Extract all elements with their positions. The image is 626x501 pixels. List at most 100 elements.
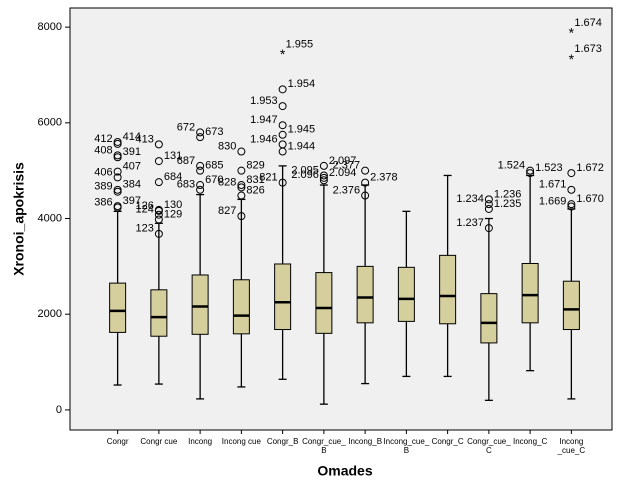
outlier-label: 2.096 bbox=[291, 169, 319, 181]
outlier bbox=[278, 147, 287, 156]
outlier bbox=[154, 205, 163, 214]
outlier bbox=[567, 169, 576, 178]
outlier bbox=[319, 171, 328, 180]
x-tick-label: Incong_cue_ B bbox=[383, 437, 429, 455]
box bbox=[521, 262, 539, 324]
x-tick-label: Incong cue bbox=[222, 437, 262, 446]
x-tick-label: Congr_cue_ B bbox=[302, 437, 346, 455]
outlier bbox=[154, 157, 163, 166]
outlier-label: 684 bbox=[164, 171, 182, 183]
outlier bbox=[237, 147, 246, 156]
outlier-label: 829 bbox=[246, 160, 264, 172]
box bbox=[274, 263, 292, 331]
outlier-label: 1.236 bbox=[494, 188, 522, 200]
outlier bbox=[154, 229, 163, 238]
outlier-label: 1.671 bbox=[539, 179, 567, 191]
outlier-label: 670 bbox=[205, 174, 223, 186]
outlier bbox=[526, 169, 535, 178]
y-tick-label: 4000 bbox=[38, 212, 62, 224]
box bbox=[480, 293, 498, 344]
outlier-label: 828 bbox=[218, 176, 236, 188]
outlier-label: 2.094 bbox=[329, 167, 357, 179]
box bbox=[315, 272, 333, 334]
outlier-label: 1.235 bbox=[494, 198, 522, 210]
outlier bbox=[567, 202, 576, 211]
outlier bbox=[196, 128, 205, 137]
outlier-label: 124 bbox=[136, 204, 154, 216]
y-tick-label: 2000 bbox=[38, 308, 62, 320]
y-axis-title: Xronoi_apokrisis bbox=[11, 162, 27, 276]
outlier-label: 389 bbox=[94, 181, 112, 193]
outlier-label: 1.954 bbox=[288, 78, 316, 90]
outlier-label: 1.672 bbox=[576, 162, 604, 174]
outlier-label: 685 bbox=[205, 160, 223, 172]
outlier bbox=[237, 212, 246, 221]
y-tick-label: 0 bbox=[56, 404, 62, 416]
outlier-label: 406 bbox=[94, 166, 112, 178]
box bbox=[191, 274, 209, 335]
x-tick-label: Incong_B bbox=[348, 437, 382, 446]
outlier bbox=[319, 161, 328, 170]
outlier-label: 131 bbox=[164, 150, 182, 162]
outlier-label: 827 bbox=[218, 205, 236, 217]
outlier bbox=[484, 200, 493, 209]
outlier bbox=[278, 85, 287, 94]
outlier bbox=[319, 176, 328, 185]
box bbox=[232, 279, 250, 335]
outlier bbox=[361, 178, 370, 187]
x-tick-label: Congr bbox=[107, 437, 129, 446]
outlier bbox=[196, 166, 205, 175]
outlier bbox=[154, 215, 163, 224]
outlier-label: 129 bbox=[164, 208, 182, 220]
outlier-label: 2.377 bbox=[333, 160, 361, 172]
outlier-label: 1.523 bbox=[535, 162, 563, 174]
outlier bbox=[237, 181, 246, 190]
outlier bbox=[113, 173, 122, 182]
outlier-label: 673 bbox=[205, 126, 223, 138]
extreme: * bbox=[280, 46, 286, 62]
outlier-label: 1.669 bbox=[539, 195, 567, 207]
y-tick-label: 6000 bbox=[38, 117, 62, 129]
outlier-label: 1.524 bbox=[498, 160, 526, 172]
outlier bbox=[278, 130, 287, 139]
outlier bbox=[567, 200, 576, 209]
outlier-label: 1.945 bbox=[288, 124, 316, 136]
outlier bbox=[237, 166, 246, 175]
x-tick-label: Incong_C bbox=[513, 437, 547, 446]
outlier-label: 1.944 bbox=[288, 140, 316, 152]
outlier bbox=[196, 161, 205, 170]
outlier-label: 2.095 bbox=[291, 164, 319, 176]
box bbox=[439, 254, 457, 325]
box bbox=[562, 280, 580, 331]
extreme-label: 1.673 bbox=[574, 43, 602, 55]
outlier-label: 412 bbox=[94, 133, 112, 145]
outlier-label: 1.947 bbox=[250, 114, 278, 126]
box bbox=[109, 282, 127, 333]
outlier-label: 826 bbox=[246, 184, 264, 196]
outlier-label: 821 bbox=[259, 172, 277, 184]
x-tick-label: Congr_C bbox=[432, 437, 464, 446]
x-tick-label: Incong _cue_C bbox=[557, 437, 586, 455]
box bbox=[397, 266, 415, 322]
outlier-label: 407 bbox=[123, 161, 141, 173]
outlier bbox=[278, 121, 287, 130]
outlier bbox=[154, 178, 163, 187]
extreme: * bbox=[569, 51, 575, 67]
outlier bbox=[154, 210, 163, 219]
outlier-label: 831 bbox=[246, 174, 264, 186]
y-tick-label: 8000 bbox=[38, 21, 62, 33]
outlier-label: 126 bbox=[136, 200, 154, 212]
extreme: * bbox=[569, 25, 575, 41]
outlier-label: 413 bbox=[136, 133, 154, 145]
box bbox=[356, 265, 374, 324]
outlier-label: 386 bbox=[94, 196, 112, 208]
outlier bbox=[526, 166, 535, 175]
outlier bbox=[567, 185, 576, 194]
outlier bbox=[237, 183, 246, 192]
x-tick-label: Incong bbox=[188, 437, 212, 446]
outlier-label: 1.670 bbox=[576, 193, 604, 205]
x-tick-label: Congr_cue_ C bbox=[467, 437, 511, 455]
outlier-label: 414 bbox=[123, 131, 141, 143]
outlier-label: 1.953 bbox=[250, 95, 278, 107]
